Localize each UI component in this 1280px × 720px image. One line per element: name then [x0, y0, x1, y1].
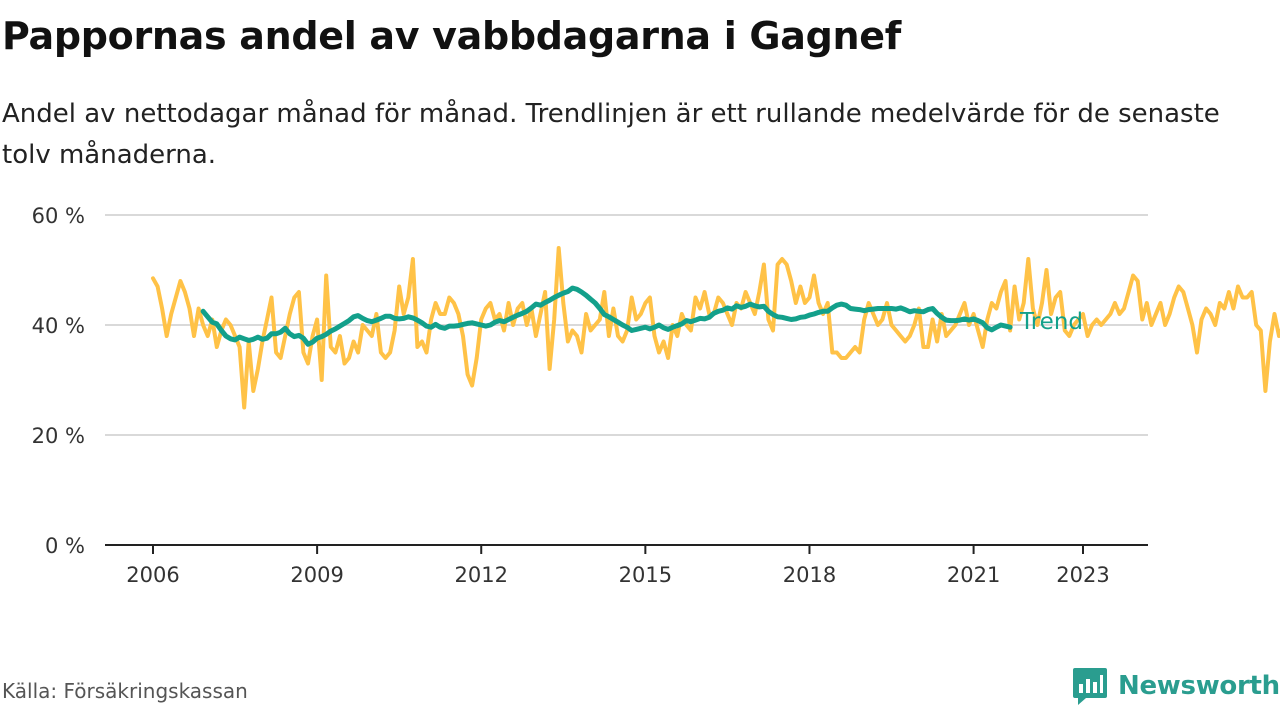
- y-tick-labels: 0 % 20 % 40 % 60 %: [32, 204, 85, 558]
- chart-subtitle: Andel av nettodagar månad för månad. Tre…: [2, 99, 1220, 170]
- x-tick-label: 2018: [783, 563, 836, 587]
- x-tick-label: 2023: [1056, 563, 1109, 587]
- x-axis: 2006 2009 2012 2015 2018 2021 2023: [105, 544, 1148, 587]
- series-line-trend: [200, 285, 1013, 347]
- bar-chart-logo-icon: [1073, 668, 1107, 705]
- brand-name: Newsworthy: [1118, 671, 1280, 701]
- y-tick-label: 0 %: [45, 534, 85, 558]
- series-labels: Per månadTrend: [1019, 309, 1083, 335]
- line-chart: 0 % 20 % 40 % 60 % 2006 2009 2012 2015 2018 2021…: [32, 204, 1280, 587]
- source-note: Källa: Försäkringskassan: [2, 679, 248, 703]
- series-lines: [151, 246, 1280, 410]
- y-tick-label: 20 %: [32, 424, 85, 448]
- x-tick-label: 2015: [619, 563, 672, 587]
- series-line-per-m-nad: [151, 246, 1280, 410]
- chart-title: Pappornas andel av vabbdagarna i Gagnef: [2, 14, 901, 58]
- x-tick-label: 2009: [290, 563, 343, 587]
- x-tick-label: 2012: [455, 563, 508, 587]
- series-label-trend: Trend: [1019, 309, 1083, 335]
- x-tick-label: 2021: [947, 563, 1000, 587]
- y-tick-label: 40 %: [32, 314, 85, 338]
- newsworthy-logo: Newsworthy: [1072, 664, 1280, 708]
- y-tick-label: 60 %: [32, 204, 85, 228]
- x-tick-label: 2006: [126, 563, 179, 587]
